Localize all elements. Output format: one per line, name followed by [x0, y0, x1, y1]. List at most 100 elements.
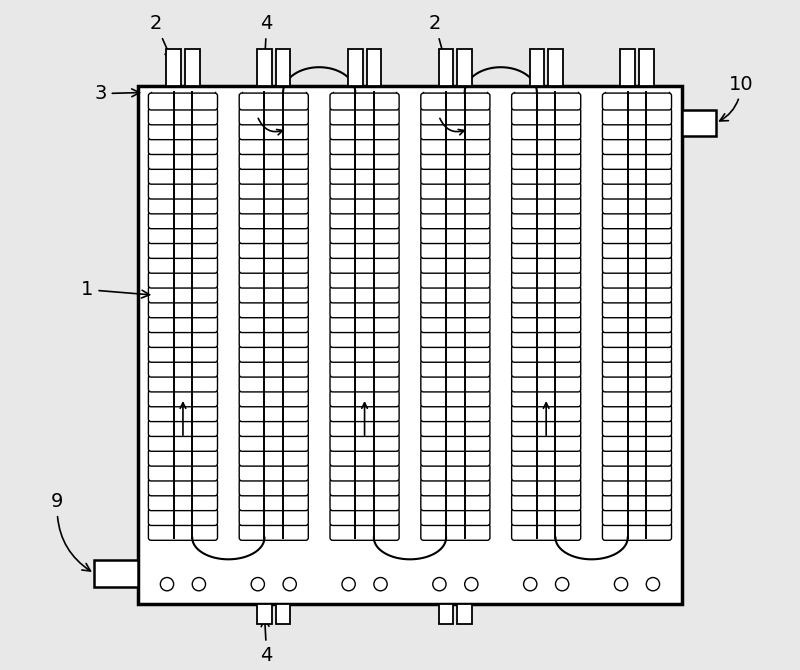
FancyBboxPatch shape — [512, 197, 581, 214]
Bar — [166, 50, 181, 86]
FancyBboxPatch shape — [148, 212, 218, 228]
FancyBboxPatch shape — [602, 212, 671, 228]
FancyBboxPatch shape — [148, 375, 218, 392]
FancyBboxPatch shape — [148, 271, 218, 288]
FancyBboxPatch shape — [602, 345, 671, 362]
FancyBboxPatch shape — [239, 212, 308, 228]
FancyBboxPatch shape — [602, 479, 671, 496]
FancyBboxPatch shape — [421, 345, 490, 362]
FancyBboxPatch shape — [330, 434, 399, 452]
FancyBboxPatch shape — [512, 509, 581, 525]
FancyBboxPatch shape — [602, 286, 671, 303]
Text: 2: 2 — [429, 14, 446, 60]
FancyBboxPatch shape — [330, 523, 399, 540]
FancyBboxPatch shape — [239, 345, 308, 362]
FancyBboxPatch shape — [239, 301, 308, 318]
FancyBboxPatch shape — [421, 286, 490, 303]
Bar — [682, 111, 716, 135]
FancyBboxPatch shape — [421, 271, 490, 288]
FancyBboxPatch shape — [239, 286, 308, 303]
FancyBboxPatch shape — [330, 257, 399, 273]
FancyBboxPatch shape — [239, 226, 308, 243]
FancyBboxPatch shape — [148, 360, 218, 377]
FancyBboxPatch shape — [148, 345, 218, 362]
FancyBboxPatch shape — [421, 464, 490, 481]
FancyBboxPatch shape — [148, 523, 218, 540]
FancyBboxPatch shape — [330, 137, 399, 155]
FancyBboxPatch shape — [421, 93, 490, 110]
FancyBboxPatch shape — [602, 434, 671, 452]
FancyBboxPatch shape — [421, 523, 490, 540]
FancyBboxPatch shape — [239, 197, 308, 214]
FancyBboxPatch shape — [148, 93, 218, 110]
FancyBboxPatch shape — [602, 509, 671, 525]
FancyBboxPatch shape — [330, 153, 399, 170]
FancyBboxPatch shape — [421, 241, 490, 259]
FancyBboxPatch shape — [512, 241, 581, 259]
FancyBboxPatch shape — [239, 330, 308, 348]
FancyBboxPatch shape — [512, 345, 581, 362]
FancyBboxPatch shape — [239, 479, 308, 496]
FancyBboxPatch shape — [148, 123, 218, 139]
FancyBboxPatch shape — [512, 301, 581, 318]
Text: 3: 3 — [94, 84, 139, 103]
FancyBboxPatch shape — [602, 405, 671, 421]
FancyBboxPatch shape — [512, 108, 581, 125]
FancyBboxPatch shape — [239, 449, 308, 466]
FancyBboxPatch shape — [602, 360, 671, 377]
FancyBboxPatch shape — [421, 390, 490, 407]
Text: 4: 4 — [261, 618, 273, 665]
FancyBboxPatch shape — [602, 108, 671, 125]
Bar — [458, 50, 472, 86]
FancyBboxPatch shape — [512, 93, 581, 110]
FancyBboxPatch shape — [330, 197, 399, 214]
FancyBboxPatch shape — [602, 523, 671, 540]
FancyBboxPatch shape — [148, 494, 218, 511]
FancyBboxPatch shape — [512, 271, 581, 288]
Bar — [94, 559, 138, 588]
FancyBboxPatch shape — [239, 523, 308, 540]
FancyBboxPatch shape — [421, 419, 490, 436]
FancyBboxPatch shape — [421, 301, 490, 318]
FancyBboxPatch shape — [421, 212, 490, 228]
FancyBboxPatch shape — [239, 93, 308, 110]
FancyBboxPatch shape — [330, 301, 399, 318]
FancyBboxPatch shape — [330, 226, 399, 243]
FancyBboxPatch shape — [512, 316, 581, 332]
FancyBboxPatch shape — [330, 375, 399, 392]
Bar — [620, 50, 635, 86]
FancyBboxPatch shape — [421, 137, 490, 155]
FancyBboxPatch shape — [239, 168, 308, 184]
FancyBboxPatch shape — [330, 241, 399, 259]
FancyBboxPatch shape — [148, 509, 218, 525]
FancyBboxPatch shape — [148, 182, 218, 199]
FancyBboxPatch shape — [148, 137, 218, 155]
FancyBboxPatch shape — [512, 257, 581, 273]
FancyBboxPatch shape — [602, 123, 671, 139]
FancyBboxPatch shape — [512, 375, 581, 392]
FancyBboxPatch shape — [421, 197, 490, 214]
FancyBboxPatch shape — [602, 226, 671, 243]
Bar — [548, 50, 562, 86]
FancyBboxPatch shape — [512, 330, 581, 348]
FancyBboxPatch shape — [148, 434, 218, 452]
FancyBboxPatch shape — [512, 168, 581, 184]
FancyBboxPatch shape — [602, 271, 671, 288]
FancyBboxPatch shape — [330, 419, 399, 436]
FancyBboxPatch shape — [148, 286, 218, 303]
Bar — [276, 604, 290, 624]
FancyBboxPatch shape — [330, 345, 399, 362]
FancyBboxPatch shape — [239, 153, 308, 170]
FancyBboxPatch shape — [148, 197, 218, 214]
FancyBboxPatch shape — [421, 153, 490, 170]
FancyBboxPatch shape — [602, 153, 671, 170]
FancyBboxPatch shape — [512, 182, 581, 199]
FancyBboxPatch shape — [512, 390, 581, 407]
FancyBboxPatch shape — [602, 182, 671, 199]
FancyBboxPatch shape — [239, 271, 308, 288]
FancyBboxPatch shape — [239, 464, 308, 481]
FancyBboxPatch shape — [602, 168, 671, 184]
FancyBboxPatch shape — [239, 241, 308, 259]
FancyBboxPatch shape — [148, 419, 218, 436]
FancyBboxPatch shape — [239, 509, 308, 525]
